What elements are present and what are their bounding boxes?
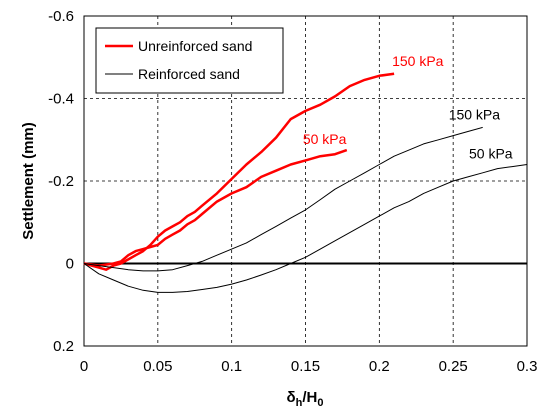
legend: Unreinforced sand Reinforced sand xyxy=(95,27,284,94)
series-annotations: 150 kPa 50 kPa 150 kPa 50 kPa xyxy=(303,53,513,162)
x-tick-label: 0.05 xyxy=(143,358,172,375)
legend-label-reinforced: Reinforced sand xyxy=(138,66,240,82)
x-tick-label: 0.3 xyxy=(517,358,538,375)
x-axis-title: δh/H0 xyxy=(287,389,324,409)
x-axis-title-sub2: 0 xyxy=(317,397,323,409)
y-tick-label: 0 xyxy=(66,256,74,273)
series-line-reinforced-150-kpa xyxy=(83,126,483,272)
series-layer xyxy=(83,72,528,293)
series-label: 50 kPa xyxy=(303,131,347,147)
x-axis-title-mid: /H xyxy=(302,389,317,406)
series-line-unreinforced-150-kpa xyxy=(83,72,395,271)
x-axis-title-sub1: h xyxy=(296,397,303,409)
y-axis-title: Settlement (mm) xyxy=(20,122,37,240)
x-tick-label: 0.2 xyxy=(369,358,390,375)
legend-box xyxy=(95,27,284,94)
x-tick-label: 0.15 xyxy=(291,358,320,375)
x-tick-label: 0.25 xyxy=(439,358,468,375)
tick-labels: 0 0.05 0.1 0.15 0.2 0.25 0.3 -0.6 -0.4 -0.2 0 0.2 xyxy=(48,8,537,375)
series-label: 150 kPa xyxy=(392,53,444,69)
y-tick-label: 0.2 xyxy=(53,338,74,355)
y-tick-label: -0.4 xyxy=(48,91,74,108)
series-line-reinforced-50-kpa xyxy=(83,164,528,293)
y-tick-label: -0.6 xyxy=(48,8,74,25)
y-tick-label: -0.2 xyxy=(48,173,74,190)
series-label: 50 kPa xyxy=(469,146,513,162)
series-line-unreinforced-50-kpa xyxy=(83,148,348,267)
x-tick-label: 0 xyxy=(80,358,88,375)
x-axis-title-main: δ xyxy=(287,389,296,406)
legend-label-unreinforced: Unreinforced sand xyxy=(138,38,252,54)
series-label: 150 kPa xyxy=(449,106,501,122)
x-tick-label: 0.1 xyxy=(221,358,242,375)
